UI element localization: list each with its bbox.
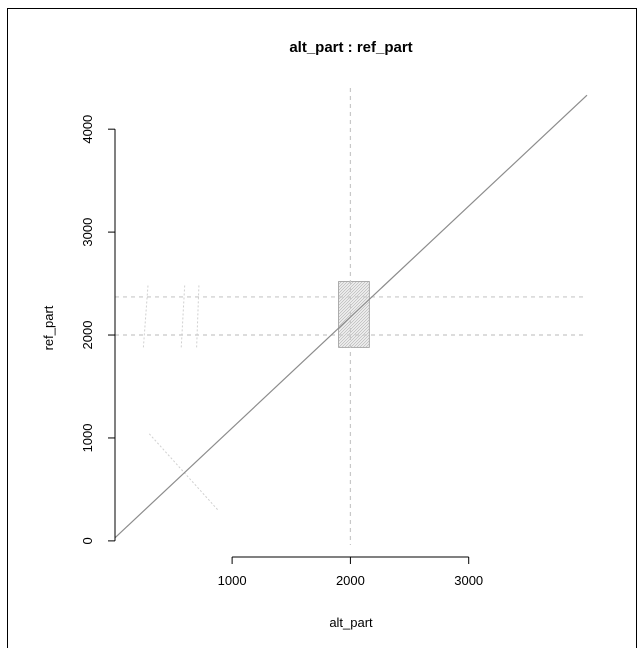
repeat-hatch-line xyxy=(341,319,370,348)
plot-area xyxy=(114,88,588,545)
repeat-hatch-line xyxy=(338,301,370,333)
repeat-hatch-line xyxy=(338,281,342,285)
x-tick-label-1000: 1000 xyxy=(218,573,247,588)
repeat-hatch-line xyxy=(338,295,370,327)
repeat-hatch-line xyxy=(338,281,345,288)
repeat-hatch-line xyxy=(338,310,370,342)
repeat-hatch-line xyxy=(356,334,370,348)
faint-segment-1 xyxy=(148,433,219,511)
x-axis-label: alt_part xyxy=(329,615,373,630)
repeat-hatch-line xyxy=(338,289,370,321)
repeat-hatch-line xyxy=(350,328,370,348)
repeat-hatch-line xyxy=(338,307,370,339)
repeat-hatch-line xyxy=(338,281,369,312)
repeat-hatch-line xyxy=(338,304,370,336)
y-tick-label-2000: 2000 xyxy=(80,321,95,350)
repeat-hatch-line xyxy=(338,281,351,294)
y-tick-label-1000: 1000 xyxy=(80,423,95,452)
x-tick-label-3000: 3000 xyxy=(454,573,483,588)
repeat-hatch-line xyxy=(338,281,363,306)
repeat-hatch-line xyxy=(353,331,370,348)
faint-segment-3 xyxy=(180,283,186,348)
repeat-hatch-line xyxy=(338,281,348,291)
faint-segment-4 xyxy=(196,283,200,348)
faint-segment-2 xyxy=(142,283,149,348)
figure-frame xyxy=(7,8,637,648)
repeat-hatch-line xyxy=(338,292,370,324)
y-axis-label: ref_part xyxy=(41,305,56,350)
repeat-hatch-line xyxy=(338,283,370,315)
repeat-hatch-line xyxy=(338,316,370,348)
y-tick-label-4000: 4000 xyxy=(80,115,95,144)
chart-title: alt_part : ref_part xyxy=(289,39,412,56)
y-tick-label-0: 0 xyxy=(80,537,95,544)
y-tick-label-3000: 3000 xyxy=(80,218,95,247)
repeat-hatch-line xyxy=(368,346,370,348)
x-tick-label-2000: 2000 xyxy=(336,573,365,588)
repeat-hatch-line xyxy=(365,343,370,348)
repeat-hatch-line xyxy=(338,313,370,345)
repeat-hatch-line xyxy=(359,337,370,348)
repeat-hatch-line xyxy=(338,281,366,309)
axes: 1000 2000 3000 0 1000 2000 3000 4000 xyxy=(80,115,483,588)
repeat-hatch-line xyxy=(362,340,370,348)
repeat-hatch-line xyxy=(338,286,370,318)
series-line-1 xyxy=(114,94,588,539)
repeat-hatch-line xyxy=(338,281,354,297)
repeat-hatch-line xyxy=(338,281,360,303)
repeat-hatch-line xyxy=(347,325,370,348)
